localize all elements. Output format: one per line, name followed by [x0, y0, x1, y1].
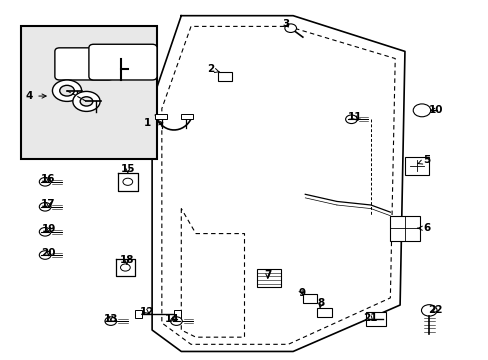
- Circle shape: [345, 115, 357, 123]
- Circle shape: [120, 264, 130, 271]
- Circle shape: [52, 80, 81, 102]
- Bar: [404, 157, 428, 175]
- Text: 2: 2: [206, 64, 219, 74]
- Circle shape: [285, 24, 296, 32]
- Bar: [217, 72, 232, 81]
- Text: 10: 10: [427, 105, 442, 115]
- Text: 13: 13: [103, 314, 118, 324]
- Bar: [366, 312, 385, 327]
- Bar: [21, 26, 157, 158]
- Bar: [174, 310, 181, 318]
- Text: 14: 14: [165, 314, 180, 324]
- Text: 16: 16: [41, 174, 56, 184]
- Circle shape: [80, 97, 93, 106]
- Text: 1: 1: [143, 118, 163, 128]
- Text: 19: 19: [41, 224, 56, 234]
- Circle shape: [39, 228, 51, 236]
- Bar: [181, 114, 193, 119]
- Bar: [256, 269, 281, 287]
- Text: 6: 6: [417, 223, 429, 233]
- Circle shape: [421, 305, 436, 316]
- Text: 15: 15: [121, 163, 135, 174]
- Text: 8: 8: [317, 298, 324, 308]
- Text: 21: 21: [362, 312, 376, 323]
- Text: 17: 17: [41, 199, 56, 209]
- Text: 9: 9: [298, 288, 305, 297]
- Text: 18: 18: [120, 255, 134, 265]
- Text: 3: 3: [282, 19, 289, 29]
- Bar: [302, 294, 317, 302]
- Text: 7: 7: [264, 270, 271, 280]
- Circle shape: [39, 203, 51, 211]
- Circle shape: [122, 178, 132, 185]
- Circle shape: [105, 317, 116, 325]
- Text: 12: 12: [140, 307, 154, 317]
- Circle shape: [170, 317, 182, 325]
- Bar: [317, 308, 331, 317]
- Circle shape: [73, 91, 100, 111]
- Text: 22: 22: [427, 305, 442, 315]
- Circle shape: [412, 104, 430, 117]
- Circle shape: [39, 251, 51, 259]
- Circle shape: [60, 85, 74, 96]
- Bar: [389, 216, 419, 241]
- Bar: [135, 310, 142, 318]
- Text: 5: 5: [417, 156, 429, 165]
- FancyBboxPatch shape: [89, 44, 157, 80]
- Text: 11: 11: [347, 112, 362, 122]
- Text: 4: 4: [26, 91, 46, 101]
- Circle shape: [39, 177, 51, 186]
- Bar: [154, 114, 166, 119]
- Text: 20: 20: [41, 248, 56, 257]
- FancyBboxPatch shape: [55, 48, 113, 80]
